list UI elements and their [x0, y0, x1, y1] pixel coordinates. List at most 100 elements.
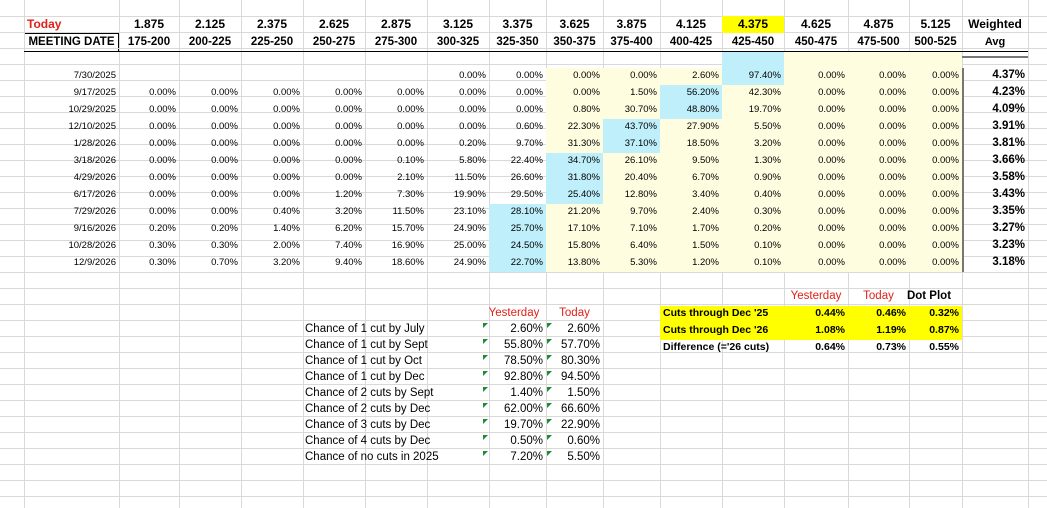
rate-range-header[interactable]: 250-275 — [312, 36, 356, 48]
chance-today[interactable]: 5.50% — [546, 450, 603, 466]
probability-cell[interactable]: 20.40% — [624, 172, 657, 183]
probability-cell[interactable]: 0.00% — [335, 104, 362, 115]
probability-cell[interactable]: 0.00% — [879, 87, 906, 98]
cuts-dotplot[interactable]: 0.32% — [909, 306, 962, 323]
chance-today[interactable]: 22.90% — [546, 418, 603, 434]
weighted-header[interactable]: Weighted — [968, 17, 1022, 31]
probability-cell[interactable]: 26.10% — [624, 155, 657, 166]
probability-cell[interactable]: 15.70% — [391, 223, 424, 234]
probability-cell[interactable]: 0.00% — [573, 70, 600, 81]
probability-cell[interactable]: 0.20% — [149, 223, 176, 234]
probability-cell[interactable]: 0.80% — [573, 104, 600, 115]
probability-cell[interactable]: 22.40% — [510, 155, 543, 166]
probability-cell[interactable]: 0.00% — [149, 121, 176, 132]
probability-cell[interactable]: 25.70% — [489, 221, 546, 238]
chance-today[interactable]: 0.60% — [546, 434, 603, 450]
chance-today[interactable]: 80.30% — [546, 354, 603, 370]
probability-cell[interactable]: 0.00% — [211, 138, 238, 149]
probability-cell[interactable]: 1.50% — [692, 240, 719, 251]
probability-cell[interactable]: 0.00% — [879, 240, 906, 251]
probability-cell[interactable]: 0.30% — [149, 240, 176, 251]
rate-range-header[interactable]: 400-425 — [669, 36, 713, 48]
probability-cell[interactable] — [179, 68, 241, 85]
probability-cell[interactable]: 29.50% — [510, 189, 543, 200]
probability-cell[interactable]: 5.80% — [459, 155, 486, 166]
probability-cell[interactable]: 56.20% — [660, 85, 722, 102]
probability-cell[interactable]: 0.30% — [211, 240, 238, 251]
probability-cell[interactable]: 0.00% — [879, 121, 906, 132]
probability-cell[interactable]: 0.00% — [273, 138, 300, 149]
probability-cell[interactable]: 27.90% — [686, 121, 719, 132]
probability-cell[interactable]: 18.60% — [391, 257, 424, 268]
probability-cell[interactable]: 9.70% — [630, 206, 657, 217]
probability-cell[interactable]: 21.20% — [567, 206, 600, 217]
probability-cell[interactable]: 3.40% — [692, 189, 719, 200]
probability-cell[interactable]: 11.50% — [392, 206, 424, 217]
weighted-avg-cell[interactable]: 4.23% — [992, 86, 1025, 98]
meeting-date-header[interactable]: MEETING DATE — [24, 33, 119, 52]
probability-cell[interactable]: 12.80% — [624, 189, 657, 200]
chance-label[interactable]: Chance of 1 cut by Dec — [305, 371, 425, 383]
probability-cell[interactable]: 0.00% — [211, 206, 238, 217]
weighted-avg-cell[interactable]: 3.35% — [992, 205, 1025, 217]
probability-cell[interactable]: 1.70% — [692, 223, 719, 234]
probability-cell[interactable]: 0.00% — [459, 104, 486, 115]
today-header[interactable]: Today — [559, 307, 590, 319]
probability-cell[interactable]: 24.50% — [489, 238, 546, 255]
rate-range-header[interactable]: 200-225 — [188, 36, 232, 48]
probability-cell[interactable]: 0.00% — [879, 206, 906, 217]
probability-cell[interactable]: 0.90% — [754, 172, 781, 183]
probability-cell[interactable]: 7.10% — [630, 223, 657, 234]
cuts-label[interactable]: Difference (='26 cuts) — [663, 341, 770, 353]
weighted-avg-cell[interactable]: 3.58% — [992, 171, 1025, 183]
probability-cell[interactable]: 0.00% — [818, 155, 845, 166]
probability-cell[interactable]: 0.60% — [516, 121, 543, 132]
meeting-date[interactable]: 12/9/2026 — [73, 257, 116, 268]
rate-range-header[interactable]: 225-250 — [250, 36, 294, 48]
probability-cell[interactable] — [303, 68, 365, 85]
probability-cell[interactable]: 0.00% — [573, 87, 600, 98]
probability-cell[interactable]: 30.70% — [624, 104, 657, 115]
chance-label[interactable]: Chance of 4 cuts by Dec — [305, 435, 431, 447]
probability-cell[interactable]: 0.00% — [818, 206, 845, 217]
probability-cell[interactable]: 0.00% — [149, 172, 176, 183]
probability-cell[interactable]: 0.00% — [335, 172, 362, 183]
probability-cell[interactable]: 0.00% — [273, 87, 300, 98]
weighted-avg-cell[interactable]: 4.09% — [992, 103, 1025, 115]
probability-cell[interactable]: 2.00% — [273, 240, 300, 251]
chance-label[interactable]: Chance of 3 cuts by Dec — [305, 419, 431, 431]
probability-cell[interactable]: 48.80% — [660, 102, 722, 119]
rate-midpoint-header[interactable]: 2.875 — [380, 17, 412, 31]
probability-cell[interactable] — [119, 68, 179, 85]
probability-cell[interactable]: 0.00% — [818, 257, 845, 268]
probability-cell[interactable]: 9.40% — [335, 257, 362, 268]
probability-cell[interactable]: 0.00% — [149, 206, 176, 217]
cuts-yesterday[interactable]: 0.44% — [784, 306, 848, 323]
probability-cell[interactable]: 0.00% — [335, 138, 362, 149]
probability-cell[interactable]: 2.10% — [397, 172, 424, 183]
cuts-label[interactable]: Cuts through Dec '26 — [660, 323, 784, 340]
dot-plot-header[interactable]: Dot Plot — [906, 290, 952, 302]
probability-cell[interactable]: 6.70% — [692, 172, 719, 183]
probability-cell[interactable]: 0.00% — [879, 155, 906, 166]
chance-today[interactable]: 1.50% — [546, 386, 603, 402]
rate-midpoint-header[interactable]: 4.375 — [722, 16, 784, 33]
rate-midpoint-header[interactable]: 2.375 — [256, 17, 288, 31]
probability-cell[interactable]: 0.00% — [818, 121, 845, 132]
probability-cell[interactable]: 0.00% — [149, 87, 176, 98]
probability-cell[interactable]: 0.00% — [397, 138, 424, 149]
chance-today[interactable]: 57.70% — [546, 338, 603, 354]
probability-cell[interactable]: 0.00% — [211, 189, 238, 200]
rate-range-header[interactable]: 475-500 — [857, 36, 900, 48]
probability-cell[interactable]: 0.00% — [459, 121, 486, 132]
probability-cell[interactable]: 15.80% — [567, 240, 600, 251]
chance-label[interactable]: Chance of 1 cut by July — [305, 323, 425, 335]
probability-cell[interactable]: 6.40% — [630, 240, 657, 251]
weighted-avg-cell[interactable]: 3.27% — [992, 222, 1025, 234]
rate-midpoint-header[interactable]: 3.125 — [442, 17, 474, 31]
probability-cell[interactable]: 0.20% — [459, 138, 486, 149]
meeting-date[interactable]: 10/29/2025 — [68, 104, 116, 115]
rate-midpoint-header[interactable]: 4.625 — [800, 17, 832, 31]
chance-yesterday[interactable]: 19.70% — [482, 418, 546, 434]
probability-cell[interactable]: 0.00% — [879, 138, 906, 149]
